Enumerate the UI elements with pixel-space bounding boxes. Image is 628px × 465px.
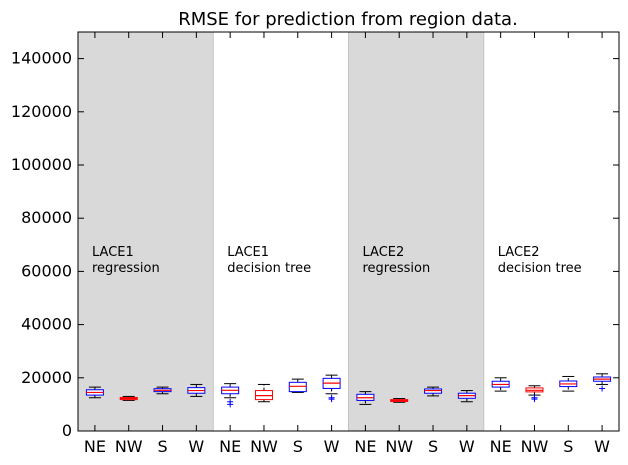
group-label: decision tree [227,261,311,276]
y-tick-label: 140000 [11,49,72,68]
box-w [457,390,476,403]
y-tick-label: 120000 [11,102,72,121]
x-tick-label: S [563,437,573,456]
x-tick-label: W [188,437,204,456]
x-tick-label: NE [354,437,376,456]
y-tick-label: 0 [62,421,72,440]
x-tick-label: NE [84,437,106,456]
outlier-marker [227,401,234,408]
group-label: LACE2 [498,245,540,260]
group-label: regression [92,261,160,276]
y-tick-label: 60000 [21,261,72,280]
group-shade-band [77,31,214,432]
group-label: LACE1 [227,245,269,260]
group-label: LACE1 [92,245,134,260]
chart-title: RMSE for prediction from region data. [178,9,518,30]
box-nw [254,383,273,403]
x-tick-label: NW [521,437,549,456]
y-tick-label: 100000 [11,155,72,174]
group-label: decision tree [498,261,582,276]
y-tick-label: 40000 [21,315,72,334]
y-tick-label: 20000 [21,368,72,387]
box-nw [119,395,138,401]
group-label: LACE2 [363,245,405,260]
x-tick-label: S [157,437,167,456]
group-shade-band [348,31,485,432]
x-tick-label: W [459,437,475,456]
group-label: regression [363,261,431,276]
x-tick-label: NW [115,437,143,456]
box-ne [221,383,240,408]
x-tick-label: NE [490,437,512,456]
outlier-marker [599,385,606,392]
box-s [424,386,443,397]
group-shading-layer [77,31,485,432]
x-tick-label: W [594,437,610,456]
x-tick-label: NW [385,437,413,456]
x-tick-label: NE [219,437,241,456]
box-w [593,373,612,392]
box-w [322,374,341,403]
box-layer [85,373,612,408]
box-w [187,383,206,397]
box-nw [525,385,544,403]
box-s [153,386,172,395]
plot-frame [77,31,620,432]
box-s [288,378,307,393]
outlier-marker [531,396,538,403]
box-ne [491,377,510,392]
x-tick-label: S [428,437,438,456]
x-tick-label: W [324,437,340,456]
box-ne [85,386,104,399]
x-tick-label: S [293,437,303,456]
box-s [559,375,578,392]
box-nw [390,398,409,403]
axis-layer: 0 20000 40000 60000 80000 100000 120000 140000 N… [11,31,620,456]
box-ne [356,391,375,405]
y-tick-label: 80000 [21,208,72,227]
x-tick-label: NW [250,437,278,456]
box-body [288,381,307,393]
outlier-marker [328,396,335,403]
